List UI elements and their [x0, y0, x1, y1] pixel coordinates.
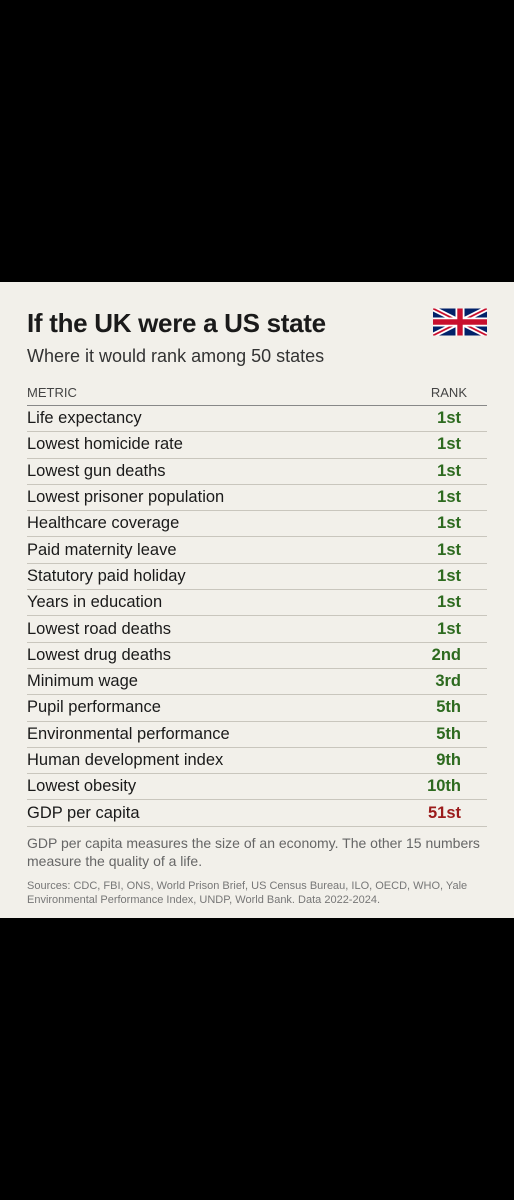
rank: 1st	[437, 619, 461, 638]
metric: Healthcare coverage	[27, 514, 180, 533]
metric: Human development index	[27, 751, 224, 769]
metric: Lowest obesity	[27, 777, 137, 796]
table-row: Pupil performance 5th	[27, 695, 487, 722]
table-row: Lowest road deaths 1st	[27, 616, 487, 643]
metric: Environmental performance	[27, 724, 230, 743]
metric: Lowest prisoner population	[27, 488, 225, 507]
metric: Lowest road deaths	[27, 619, 172, 638]
metric: Years in education	[27, 593, 163, 612]
metric: Statutory paid holiday	[27, 566, 186, 585]
rank: 5th	[436, 724, 461, 743]
table-row: Minimum wage 3rd	[27, 669, 487, 696]
metric: Minimum wage	[27, 672, 138, 691]
rank: 1st	[437, 461, 461, 480]
rank: 1st	[437, 593, 461, 612]
card: If the UK were a US state Where it would…	[0, 282, 514, 918]
metric: Lowest drug deaths	[27, 645, 172, 664]
table-row: Statutory paid holiday 1st	[27, 564, 487, 591]
rank: 5th	[436, 698, 461, 717]
table-row: Lowest gun deaths 1st	[27, 459, 487, 485]
table-row: Human development index 9th	[27, 748, 487, 775]
rank: 1st	[437, 488, 461, 507]
table-row: GDP per capita 51st	[27, 800, 487, 827]
rank: 1st	[437, 540, 461, 559]
header-rank: RANK	[430, 385, 467, 400]
rank: 10th	[427, 777, 461, 796]
rank: 1st	[437, 435, 461, 454]
table-header: METRIC RANK	[27, 380, 487, 406]
metric: GDP per capita	[27, 803, 140, 822]
sources: Sources: CDC, FBI, ONS, World Prison Bri…	[27, 880, 468, 906]
metric: Lowest gun deaths	[27, 461, 166, 480]
title: If the UK were a US state	[27, 308, 326, 338]
rank: 2nd	[431, 645, 461, 664]
metric: Paid maternity leave	[27, 540, 177, 559]
table-row: Lowest prisoner population 1st	[27, 485, 487, 512]
rank: 51st	[427, 803, 461, 822]
table-row: Lowest drug deaths 2nd	[27, 643, 487, 669]
table-row: Environmental performance 5th	[27, 722, 487, 748]
table-row: Paid maternity leave 1st	[27, 537, 487, 564]
rank: 1st	[437, 514, 461, 533]
rank: 1st	[437, 566, 461, 585]
rank-table: METRIC RANK Life expectancy 1st Lowest hom…	[27, 380, 487, 827]
metric: Lowest homicide rate	[27, 435, 183, 454]
header-metric: METRIC	[27, 385, 77, 400]
subtitle: Where it would rank among 50 states	[27, 346, 325, 366]
table-row: Healthcare coverage 1st	[27, 511, 487, 538]
rank: 1st	[437, 409, 461, 428]
metric: Pupil performance	[27, 698, 161, 717]
metric: Life expectancy	[27, 409, 142, 428]
uk-flag	[433, 308, 487, 336]
table-row: Life expectancy 1st	[27, 406, 487, 433]
rank: 3rd	[435, 672, 461, 691]
table-row: Years in education 1st	[27, 590, 487, 617]
table-row: Lowest obesity 10th	[27, 774, 487, 801]
table-row: Lowest homicide rate 1st	[27, 432, 487, 459]
rank: 9th	[436, 751, 461, 769]
note: GDP per capita measures the size of an e…	[27, 835, 480, 869]
